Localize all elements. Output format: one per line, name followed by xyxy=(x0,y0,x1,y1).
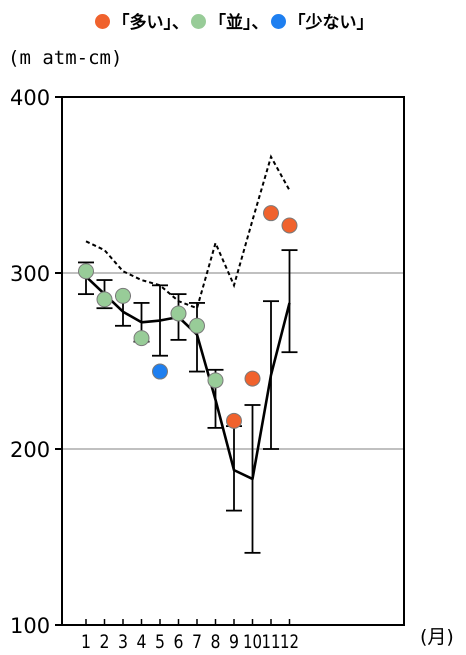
x-tick-label: 10 xyxy=(243,631,262,653)
legend-label: 「多い」、 xyxy=(112,13,190,33)
observed-point xyxy=(78,263,94,280)
max-dashed-line xyxy=(85,154,291,310)
x-tick-label: 9 xyxy=(229,631,239,653)
x-tick-label: 2 xyxy=(100,631,110,653)
legend-marker xyxy=(94,14,110,29)
observed-point xyxy=(226,412,242,429)
observed-point xyxy=(152,363,168,380)
legend: 「多い」、 「並」、 「少ない」 xyxy=(0,8,466,33)
observed-point xyxy=(281,217,298,234)
x-axis-label: (月) xyxy=(420,626,454,648)
observed-point xyxy=(170,305,187,322)
observed-point xyxy=(115,287,131,304)
y-axis-unit-label: (m atm-cm) xyxy=(8,47,123,69)
x-tick-label: 4 xyxy=(137,631,147,653)
observed-point xyxy=(133,330,150,347)
x-tick-label: 7 xyxy=(192,631,202,653)
normal-line xyxy=(85,275,291,481)
y-tick-label: 200 xyxy=(10,438,50,462)
observed-point xyxy=(189,317,205,334)
plot-frame xyxy=(61,96,405,626)
observed-point xyxy=(207,372,224,389)
y-tick-label: 300 xyxy=(10,262,50,286)
x-tick-label: 5 xyxy=(155,631,165,653)
legend-marker xyxy=(191,14,206,29)
x-tick-label: 3 xyxy=(118,631,128,653)
y-tick-label: 400 xyxy=(10,86,50,110)
x-tick-label: 12 xyxy=(280,631,299,653)
x-tick-label: 6 xyxy=(174,631,184,653)
x-tick-label: 8 xyxy=(211,631,221,653)
observed-point xyxy=(244,370,261,387)
observed-point xyxy=(263,205,279,222)
legend-marker xyxy=(270,14,286,29)
x-tick-label: 1 xyxy=(81,631,91,653)
observed-point xyxy=(96,291,113,308)
legend-label: 「並」、 xyxy=(209,13,269,33)
legend-label: 「少ない」 xyxy=(288,13,374,33)
y-tick-label: 100 xyxy=(10,614,50,638)
x-tick-label: 11 xyxy=(262,631,281,653)
